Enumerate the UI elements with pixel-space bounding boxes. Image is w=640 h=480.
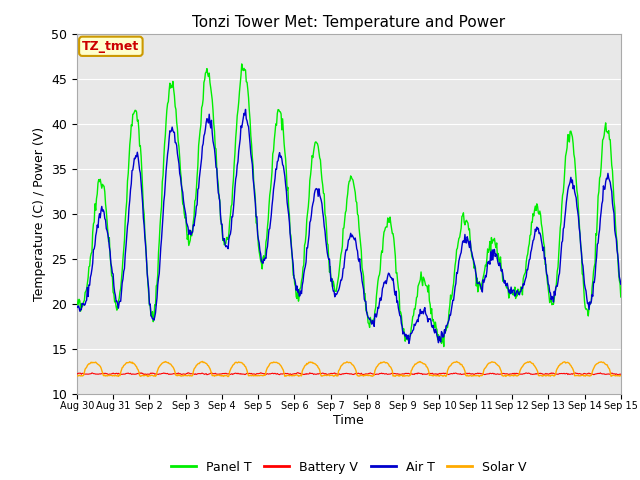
X-axis label: Time: Time	[333, 414, 364, 427]
Y-axis label: Temperature (C) / Power (V): Temperature (C) / Power (V)	[33, 127, 45, 300]
Legend: Panel T, Battery V, Air T, Solar V: Panel T, Battery V, Air T, Solar V	[166, 456, 531, 479]
Title: Tonzi Tower Met: Temperature and Power: Tonzi Tower Met: Temperature and Power	[192, 15, 506, 30]
Text: TZ_tmet: TZ_tmet	[82, 40, 140, 53]
